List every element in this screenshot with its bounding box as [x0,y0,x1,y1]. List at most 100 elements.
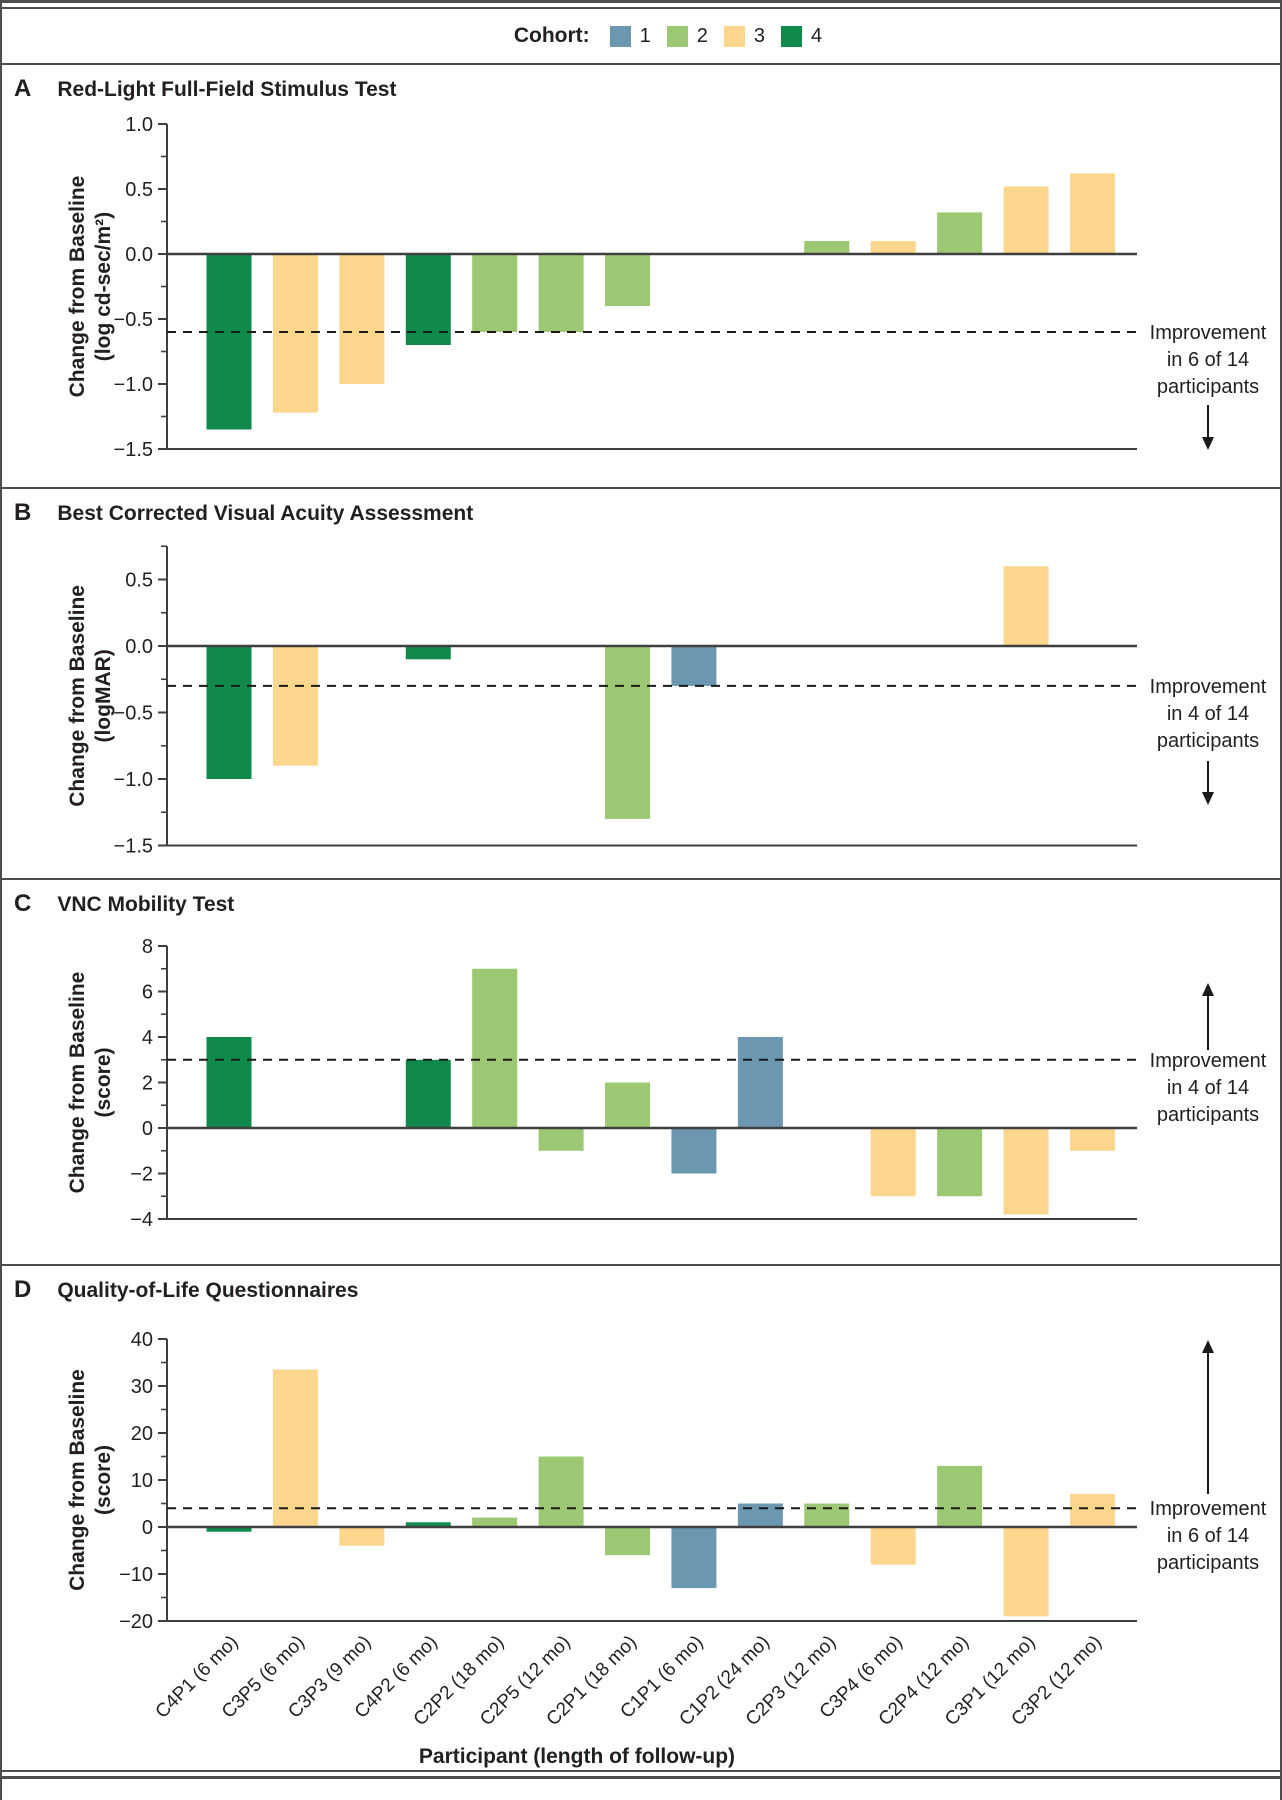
bar-C4P2-panel-B [405,646,451,660]
panel-a: A Red-Light Full-Field Stimulus Test Cha… [2,63,1280,487]
y-tick-label: 40 [131,1329,153,1351]
panel-a-letter: A [14,75,32,102]
bar-C2P2-panel-D [472,1517,518,1527]
bar-C1P1-panel-B [671,646,717,686]
y-tick-label: 4 [142,1027,153,1049]
y-tick-label: 6 [142,982,153,1004]
panel-b: B Best Corrected Visual Acuity Assessmen… [2,487,1280,878]
bar-C3P3-panel-D [339,1527,385,1546]
legend-num-cohort-2: 2 [696,24,708,47]
bottom-border-gap [2,1772,1280,1776]
bar-C3P3-panel-A [339,254,385,384]
bar-C2P1-panel-A [605,254,651,306]
y-tick-label: −2 [130,1164,153,1186]
y-tick-label: −1.0 [114,769,153,791]
y-axis-label-line1: Change from Baseline [66,585,89,807]
panel-d: D Quality-of-Life Questionnaires Change … [2,1264,1280,1770]
bottom-border-thin [2,1770,1280,1772]
panel-c-header: C VNC Mobility Test [14,890,234,918]
bar-C3P2-panel-D [1069,1494,1115,1527]
bar-C3P5-panel-B [272,646,318,766]
bar-C3P4-panel-A [870,241,916,254]
improvement-annotation-line1: Improvement [1150,1050,1267,1072]
panel-a-title: Red-Light Full-Field Stimulus Test [57,78,397,101]
bar-C1P2-panel-C [737,1037,783,1128]
arrow-up-icon [1202,1340,1214,1353]
bar-C3P4-panel-D [870,1527,916,1565]
panel-b-chart: Change from Baseline (logMAR) 0.5 0.0 −0.5 −1… [66,545,1267,858]
bar-C3P1-panel-B [1003,566,1049,646]
bottom-border-thick [2,1776,1280,1779]
arrow-up-icon [1202,983,1214,996]
y-axis-label-line1: Change from Baseline [66,972,89,1194]
arrow-down-icon [1202,437,1214,450]
arrow-down-icon [1202,792,1214,805]
bar-C4P1-panel-A [206,254,252,430]
improvement-annotation-line1: Improvement [1150,676,1267,698]
improvement-annotation-line3: participants [1157,1104,1259,1126]
y-tick-label: 0 [142,1118,153,1140]
improvement-annotation-line2: in 4 of 14 [1167,703,1249,725]
bar-C3P4-panel-C [870,1128,916,1197]
y-tick-label: 20 [131,1423,153,1445]
y-tick-label: −4 [130,1209,153,1231]
y-tick-label: −0.5 [114,309,153,331]
panel-c-chart: Change from Baseline (score) 8 6 4 2 0 −2 −4 Impr… [66,936,1267,1231]
improvement-annotation-line2: in 6 of 14 [1167,349,1249,371]
improvement-annotation-line2: in 4 of 14 [1167,1077,1249,1099]
y-axis-label-line2: (logMAR) [92,649,115,742]
bar-C4P1-panel-B [206,646,252,779]
bar-C4P2-panel-D [405,1522,451,1527]
bar-C4P1-panel-C [206,1037,252,1128]
panel-d-header: D Quality-of-Life Questionnaires [14,1276,358,1304]
top-border-gap [2,3,1280,7]
bar-C2P5-panel-A [538,254,584,332]
panel-d-chart: Change from Baseline (score) 40 30 20 10 0 −10 −… [66,1329,1267,1768]
y-tick-label: 0 [142,1517,153,1539]
bar-C2P5-panel-D [538,1456,584,1527]
panel-b-header: B Best Corrected Visual Acuity Assessmen… [14,499,473,527]
y-tick-label: 10 [131,1470,153,1492]
y-tick-label: 30 [131,1376,153,1398]
bar-C2P3-panel-D [804,1503,850,1527]
top-border-thin [2,7,1280,9]
y-axis-label-line2: (log cd-sec/m²) [92,212,115,361]
legend-swatch-cohort-4 [781,25,803,47]
y-axis-label-line1: Change from Baseline [66,176,89,398]
bar-C2P2-panel-C [472,968,518,1128]
legend-swatch-cohort-1 [609,25,631,47]
legend-item-cohort-1: 1 [609,25,651,48]
cohort-legend: Cohort: 1 2 3 4 [37,9,1280,63]
bar-C2P3-panel-A [804,241,850,254]
y-axis-label-line2: (score) [92,1445,115,1515]
improvement-annotation-line2: in 6 of 14 [1167,1525,1249,1547]
bar-C2P1-panel-C [605,1082,651,1128]
legend-swatch-cohort-3 [723,25,745,47]
bar-C1P2-panel-D [737,1503,783,1527]
panel-c-title: VNC Mobility Test [57,893,235,916]
y-tick-label: 0.0 [125,244,153,266]
improvement-annotation-line3: participants [1157,730,1259,752]
panel-b-letter: B [14,499,32,526]
legend-swatch-cohort-2 [666,25,688,47]
y-tick-label: −1.5 [114,836,153,858]
x-axis-title: Participant (length of follow-up) [419,1745,735,1768]
legend-num-cohort-4: 4 [811,24,823,47]
bar-C4P2-panel-A [405,254,451,345]
panel-d-letter: D [14,1276,32,1303]
bar-C2P1-panel-D [605,1527,651,1556]
y-tick-label: 1.0 [125,114,153,136]
bar-C2P4-panel-A [937,212,983,254]
y-tick-label: 8 [142,936,153,958]
y-tick-label: 0.5 [125,570,153,592]
y-tick-label: −10 [119,1564,153,1586]
panel-d-title: Quality-of-Life Questionnaires [57,1279,359,1302]
y-tick-label: −1.0 [114,374,153,396]
legend-num-cohort-3: 3 [753,24,766,47]
improvement-annotation-line3: participants [1157,1552,1259,1574]
legend-items: 1 2 3 4 [609,24,839,48]
improvement-annotation-line1: Improvement [1150,1498,1267,1520]
y-axis-label-line1: Change from Baseline [66,1369,89,1591]
panel-a-header: A Red-Light Full-Field Stimulus Test [14,75,396,103]
